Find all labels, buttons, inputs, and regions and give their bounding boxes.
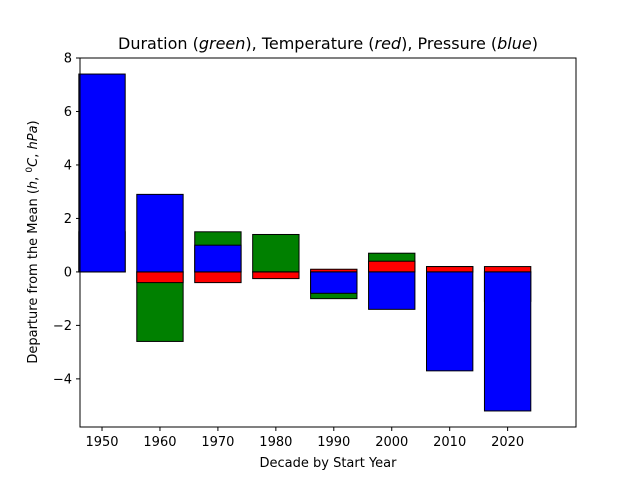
bar-series1-2010 — [426, 266, 474, 273]
bar-series1-2000 — [368, 260, 416, 273]
bar-series2-2000 — [368, 271, 416, 310]
bar-series1-1980 — [252, 271, 300, 280]
x-axis: 1950 1960 1970 1980 1990 2000 2010 2020 — [85, 427, 524, 450]
text-part: ) — [532, 34, 538, 53]
bar-series2-1970 — [194, 244, 242, 273]
bar-series1-1970 — [194, 271, 242, 284]
bar-series2-2010 — [426, 271, 474, 372]
text-part: blue — [497, 34, 532, 53]
x-tick-label: 1960 — [143, 435, 176, 450]
bar-series1-1960 — [136, 271, 184, 284]
text-part: Duration ( — [118, 34, 199, 53]
text-part: ) — [26, 120, 41, 125]
text-part: , — [26, 149, 41, 157]
text-part: ), Temperature ( — [245, 34, 374, 53]
x-axis-label: Decade by Start Year — [260, 456, 398, 471]
x-tick-label: 1980 — [259, 435, 292, 450]
x-tick-label: 1990 — [317, 435, 350, 450]
text-part: , — [26, 173, 41, 181]
x-tick-label: 2010 — [433, 435, 466, 450]
y-tick-label: −4 — [53, 372, 72, 387]
bar-series2-1990 — [310, 271, 358, 294]
x-tick-label: 2020 — [491, 435, 524, 450]
plot-frame — [79, 57, 577, 428]
bar-series0-1980 — [252, 233, 300, 273]
y-tick-label: 4 — [64, 158, 72, 173]
bar-series0-1960 — [136, 271, 184, 342]
text-part: h — [26, 181, 41, 189]
text-part: 0 — [25, 167, 35, 173]
text-part: red — [375, 34, 402, 53]
y-tick-label: 6 — [64, 105, 72, 120]
x-tick-label: 1970 — [201, 435, 234, 450]
y-tick-label: −2 — [53, 319, 72, 334]
y-tick-label: 8 — [64, 52, 72, 67]
x-tick-label: 2000 — [375, 435, 408, 450]
y-tick-label: 2 — [64, 212, 72, 227]
bar-series2-2020 — [483, 271, 532, 412]
y-axis: −4 −2 0 2 4 6 8 — [53, 52, 80, 387]
text-part: green — [199, 34, 246, 53]
x-tick-label: 1950 — [85, 435, 118, 450]
text-part: C — [26, 157, 41, 167]
bar-series2-1950 — [78, 73, 126, 273]
plot-area: 1950 1960 1970 1980 1990 2000 2010 2020 −4 −2 0 2 4… — [53, 52, 577, 450]
bars — [78, 73, 532, 412]
chart-title: Duration (green), Temperature (red), Pre… — [118, 34, 538, 53]
bar-series1-2020 — [483, 266, 532, 273]
bar-series2-1960 — [136, 193, 184, 273]
text-part: Departure from the Mean ( — [26, 189, 41, 364]
y-axis-label: Departure from the Mean (h, 0C, hPa) — [25, 120, 41, 363]
text-part: ), Pressure ( — [401, 34, 497, 53]
text-part: hPa — [26, 125, 41, 149]
y-tick-label: 0 — [64, 265, 72, 280]
